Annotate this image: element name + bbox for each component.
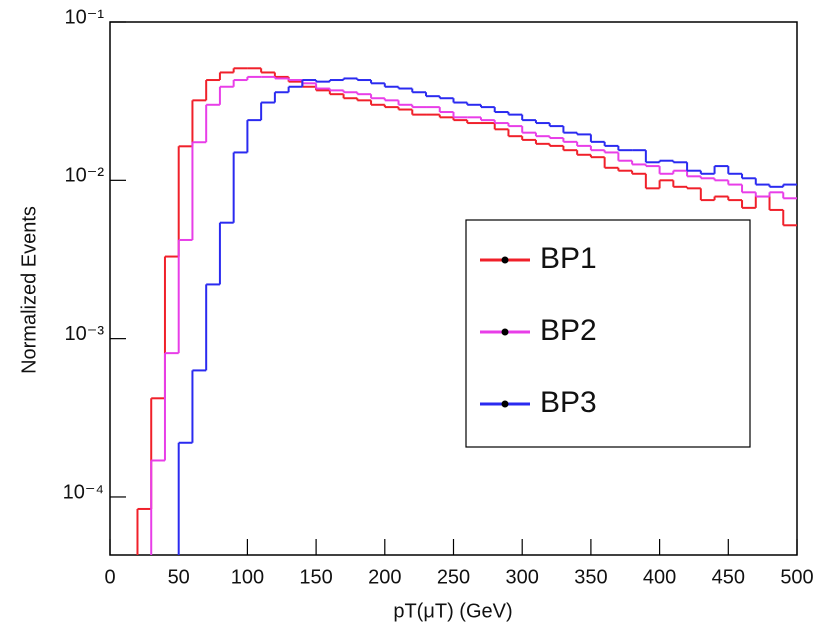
y-tick-label: 10⁻¹	[65, 6, 105, 28]
x-tick-label: 150	[299, 566, 332, 588]
y-tick-label: 10⁻²	[65, 165, 105, 187]
y-tick-label: 10⁻³	[65, 323, 105, 345]
x-tick-label: 300	[506, 566, 539, 588]
legend-label: BP3	[540, 386, 597, 419]
legend-label: BP2	[540, 314, 597, 347]
legend-marker	[501, 400, 509, 408]
x-tick-label: 100	[231, 566, 264, 588]
x-tick-label: 250	[437, 566, 470, 588]
y-tick-label: 10⁻⁴	[63, 481, 104, 503]
x-tick-label: 0	[104, 566, 115, 588]
x-tick-label: 350	[574, 566, 607, 588]
legend-marker	[501, 256, 509, 264]
x-tick-label: 50	[168, 566, 190, 588]
legend-marker	[501, 328, 509, 336]
x-tick-label: 450	[712, 566, 745, 588]
y-axis-label: Normalized Events	[18, 206, 40, 374]
x-tick-label: 400	[643, 566, 676, 588]
x-tick-label: 500	[780, 566, 813, 588]
x-axis-label: pT(μT) (GeV)	[393, 600, 512, 622]
x-tick-label: 200	[368, 566, 401, 588]
legend-label: BP1	[540, 242, 597, 275]
